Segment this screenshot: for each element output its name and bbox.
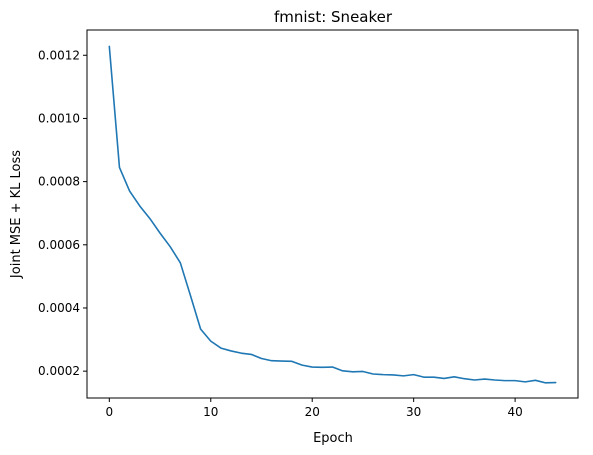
- x-tick-label-4: 40: [507, 405, 522, 419]
- plot-background: [87, 30, 578, 398]
- x-tick-label-2: 20: [305, 405, 320, 419]
- x-tick-label-0: 0: [105, 405, 113, 419]
- series-line-0: [108, 45, 557, 384]
- y-tick-label-2: 0.0006: [38, 238, 80, 252]
- series-layer: [108, 45, 557, 384]
- y-tick-label-5: 0.0012: [38, 48, 80, 62]
- x-tick-label-1: 10: [203, 405, 218, 419]
- y-axis: 0.0002 0.0004 0.0006 0.0008 0.0010 0.0012: [38, 48, 87, 378]
- x-tick-label-3: 30: [406, 405, 421, 419]
- chart-title: fmnist: Sneaker: [274, 8, 393, 26]
- y-tick-label-3: 0.0008: [38, 175, 80, 189]
- y-tick-label-4: 0.0010: [38, 111, 80, 125]
- y-axis-label: Joint MSE + KL Loss: [9, 150, 24, 279]
- y-tick-label-1: 0.0004: [38, 301, 80, 315]
- x-axis-label: Epoch: [313, 431, 353, 446]
- plot-frame: [86, 29, 579, 399]
- x-axis: 0 10 20 30 40: [105, 398, 523, 419]
- plot-area: [87, 30, 578, 398]
- y-tick-label-0: 0.0002: [38, 364, 80, 378]
